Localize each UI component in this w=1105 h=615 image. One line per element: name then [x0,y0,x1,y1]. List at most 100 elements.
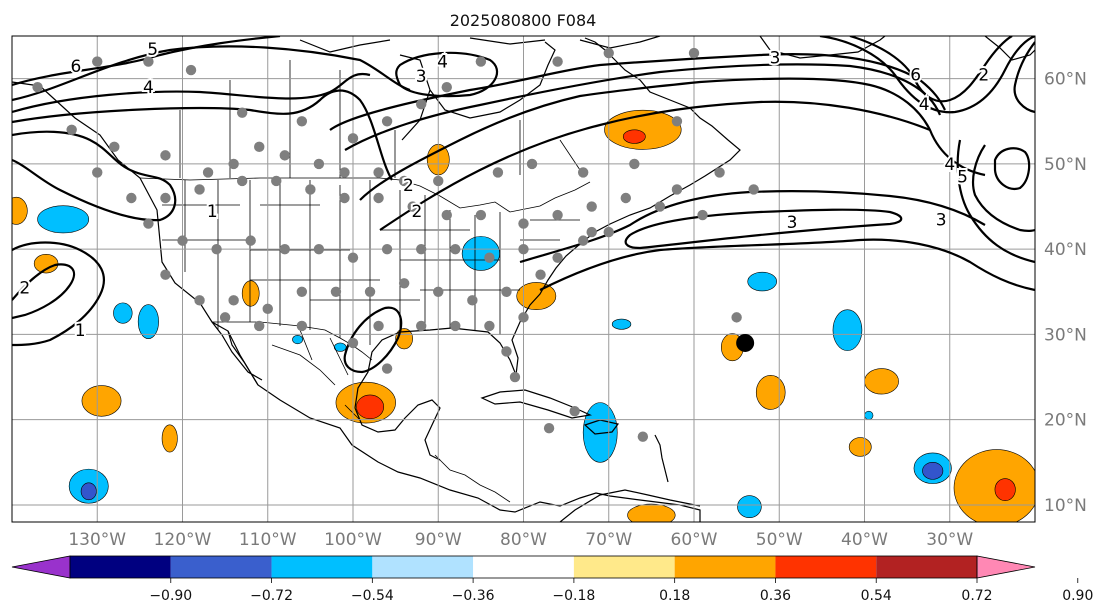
colorbar-tick-label-3: −0.36 [452,588,495,604]
contour-label-9: 2 [403,176,414,196]
contour-4-east [971,144,1035,232]
station-marker-23 [492,167,504,178]
station-marker-15 [228,158,239,170]
station-marker-42 [271,175,282,187]
station-marker-7 [441,81,452,93]
contour-3-trough [12,89,393,181]
anomaly-blob-8 [241,280,260,307]
station-marker-11 [671,116,683,127]
station-marker-25 [577,167,589,178]
station-marker-66 [364,286,376,297]
station-marker-69 [262,303,273,315]
contour-3-east [956,139,1035,264]
contour-3-atlantic [624,208,903,250]
contour-label-11: 1 [207,202,218,222]
contour-4-west [12,72,371,114]
contour-label-0: 6 [71,57,82,77]
longitude-label-2: 110°W [239,530,297,550]
longitude-label-0: 130°W [68,530,126,550]
station-marker-13 [160,150,171,161]
contour-2-subtropical [379,100,931,231]
station-marker-80 [381,363,393,374]
station-marker-93 [66,124,77,135]
station-marker-79 [509,371,521,383]
station-marker-0 [143,56,154,67]
station-marker-45 [160,192,171,204]
station-marker-77 [518,312,529,323]
contour-1-pacific [12,241,106,347]
station-marker-65 [398,278,410,289]
colorbar [11,555,1079,583]
colorbar-tick-label-4: −0.18 [552,588,595,604]
longitude-label-10: 30°W [926,530,973,550]
anomaly-blob-25 [755,375,786,410]
station-marker-50 [279,243,290,255]
lesser-antilles-coastline [654,434,669,483]
station-marker-14 [202,167,214,178]
colorbar-tick-label-5: 0.18 [659,588,690,604]
station-marker-92 [32,81,43,93]
contour-label-7: 4 [919,95,930,115]
anomaly-blob-6 [461,236,500,271]
anomaly-blob-4 [12,196,28,225]
station-marker-84 [219,312,231,323]
contour-label-16: 2 [19,279,30,299]
map-frame [11,35,1036,523]
south-america-coastline [559,489,701,522]
longitude-label-6: 70°W [585,530,632,550]
station-marker-9 [552,56,563,67]
colorbar-segment-0 [70,556,171,578]
anomaly-blob-28 [864,410,874,420]
station-marker-71 [194,295,205,306]
colorbar-tick-label-9: 0.90 [1062,588,1093,604]
station-marker-22 [433,175,444,187]
contour-label-6: 6 [910,65,921,85]
station-marker-82 [296,320,308,332]
station-marker-52 [347,252,359,263]
station-marker-89 [586,226,597,238]
latitude-label-4: 20°N [1044,411,1087,431]
station-marker-33 [586,201,597,212]
colorbar-tick-label-0: −0.90 [149,588,192,604]
longitude-label-4: 90°W [415,530,462,550]
anomaly-blob-32 [627,503,676,522]
station-marker-10 [603,47,614,59]
contour-label-2: 4 [143,78,154,98]
longitude-label-8: 50°W [756,530,803,550]
contour-label-3: 3 [416,67,427,87]
contour-2-atlantic [539,238,1035,292]
latitude-label-5: 10°N [1044,496,1087,516]
station-marker-37 [441,209,452,221]
station-marker-83 [254,320,265,332]
mexico-state-borders [271,329,361,421]
station-marker-24 [526,158,538,170]
colorbar-extend-high [976,555,1036,579]
station-marker-76 [484,320,495,332]
station-marker-63 [467,295,478,306]
contour-6-west [12,36,281,87]
station-marker-78 [501,346,512,357]
contour-2-gulf-loop [343,306,403,374]
station-marker-51 [313,243,325,255]
central-america-borders [434,454,511,503]
station-marker-43 [236,175,248,187]
station-marker-86 [569,405,580,417]
anomaly-blob-19 [80,482,97,501]
colorbar-segment-2 [271,556,373,578]
station-marker-28 [714,167,725,178]
longitude-label-5: 80°W [500,530,547,550]
station-marker-3 [296,116,308,127]
station-marker-49 [245,235,256,246]
station-marker-21 [398,175,410,187]
station-marker-35 [518,218,529,229]
contour-label-5: 3 [770,48,781,68]
station-marker-27 [671,184,683,195]
anomaly-blob-17 [161,424,178,453]
contour-label-17: 1 [75,321,86,341]
yucatan-coastline [354,399,441,461]
anomaly-blob-26 [864,368,899,395]
colorbar-segment-4 [473,556,574,578]
anomaly-blob-21 [611,318,632,330]
